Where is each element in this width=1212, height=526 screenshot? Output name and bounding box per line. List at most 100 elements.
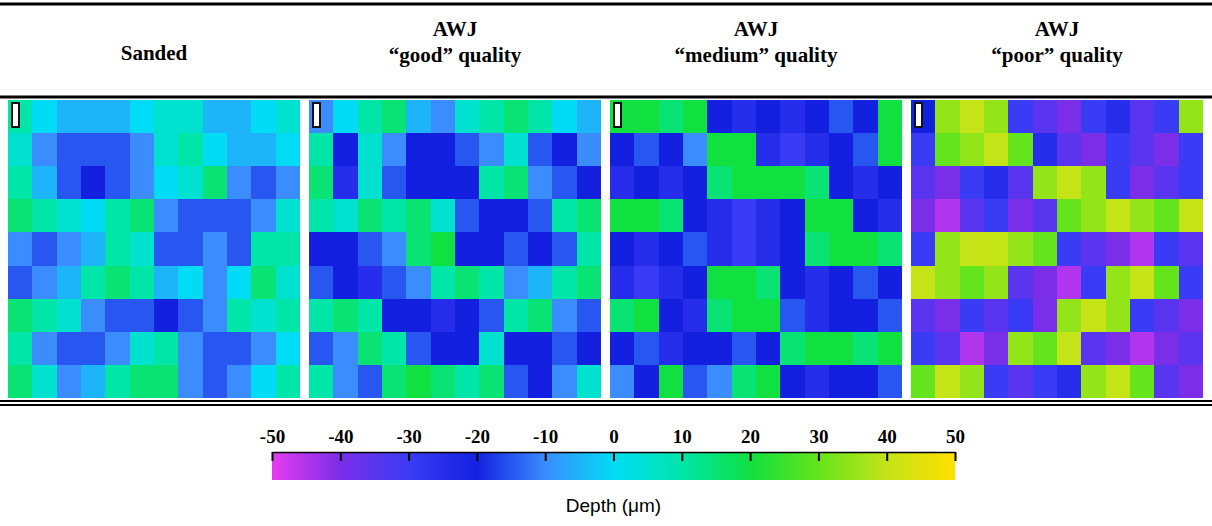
tick: 10 <box>673 426 692 461</box>
heatmap-cell <box>984 365 1009 398</box>
heatmap-cell <box>1154 133 1179 167</box>
heatmap-cell <box>610 266 635 300</box>
heatmap-cell <box>1106 232 1131 266</box>
heatmap-cell <box>154 166 179 200</box>
heatmap-cell <box>1179 133 1203 167</box>
heatmap-cell <box>659 166 684 200</box>
heatmap-cell <box>333 332 358 366</box>
heatmap-cell <box>8 266 33 300</box>
heatmap-cell <box>960 299 985 333</box>
heatmap-cell <box>528 166 553 200</box>
heatmap-cell <box>878 266 902 300</box>
heatmap-cell <box>1057 166 1082 200</box>
heatmap-cell <box>333 100 358 134</box>
heatmap-cell <box>1130 365 1155 398</box>
heatmap-cell <box>81 266 106 300</box>
colorbar-title: Depth (μm) <box>566 495 661 516</box>
heatmap-cell <box>227 199 252 233</box>
heatmap-cell <box>805 100 830 134</box>
heatmap-cell <box>431 332 456 366</box>
heatmap-cell <box>1106 133 1131 167</box>
heatmap-cell <box>984 199 1009 233</box>
heatmap-cell <box>853 299 878 333</box>
heatmap-cell <box>333 199 358 233</box>
heatmap-cell <box>406 299 431 333</box>
heatmap-cell <box>707 166 732 200</box>
heatmap-cell <box>911 232 936 266</box>
heatmap-cell <box>154 365 179 398</box>
heatmap-cell <box>1008 100 1033 134</box>
heatmap-cell <box>732 100 757 134</box>
heatmap-cell <box>984 299 1009 333</box>
heatmap-cell <box>8 299 33 333</box>
heatmap-cell <box>610 100 635 134</box>
tick-label: 20 <box>741 426 760 447</box>
heatmap-cell <box>756 232 781 266</box>
heatmap-cell <box>707 133 732 167</box>
heatmap-cell <box>634 266 659 300</box>
tick-label: -30 <box>396 426 421 447</box>
heatmap-cell <box>1106 332 1131 366</box>
heatmap-cell <box>853 365 878 398</box>
heatmap-cell <box>81 100 106 134</box>
heatmap-cell <box>1057 332 1082 366</box>
heatmap-cell <box>805 232 830 266</box>
heatmap-cell <box>984 266 1009 300</box>
heatmap-cell <box>251 299 276 333</box>
heatmap-cell <box>878 232 902 266</box>
heatmap-cell <box>431 133 456 167</box>
heatmap-cell <box>431 100 456 134</box>
heatmap-cell <box>479 133 504 167</box>
heatmap-cell <box>333 133 358 167</box>
heatmap-cell <box>1033 266 1058 300</box>
heatmap-cell <box>276 166 300 200</box>
heatmap-cell <box>358 199 383 233</box>
heatmap-cell <box>683 232 708 266</box>
heatmap-cell <box>276 332 300 366</box>
heatmap-cell <box>1154 299 1179 333</box>
heatmap-cell <box>780 332 805 366</box>
heatmap-cell <box>276 232 300 266</box>
heatmap-cell <box>1008 166 1033 200</box>
heatmap-cell <box>8 365 33 398</box>
heatmap-cell <box>1057 199 1082 233</box>
heatmap-cell <box>1179 266 1203 300</box>
heatmap-cell <box>227 232 252 266</box>
heatmap-cell <box>960 232 985 266</box>
tick: 20 <box>741 426 760 461</box>
heatmap-cell <box>552 133 577 167</box>
heatmap-cell <box>552 299 577 333</box>
heatmap-cell <box>8 232 33 266</box>
heatmap-cell <box>251 266 276 300</box>
heatmap-cell <box>707 199 732 233</box>
heatmap-cell <box>455 266 480 300</box>
tick: 0 <box>609 426 619 461</box>
heatmap-panel <box>8 100 300 398</box>
tick-label: -50 <box>260 426 285 447</box>
heatmap-cell <box>276 199 300 233</box>
heatmap-cell <box>1057 365 1082 398</box>
heatmap-cell <box>455 332 480 366</box>
heatmap-cell <box>105 166 130 200</box>
rule <box>0 400 1212 402</box>
heatmap-cell <box>81 299 106 333</box>
tick-mark <box>818 452 820 461</box>
heatmap-cell <box>756 100 781 134</box>
heatmap-cell <box>1081 100 1106 134</box>
heatmap-cell <box>276 299 300 333</box>
heatmap-cell <box>683 332 708 366</box>
heatmap-panel <box>911 100 1203 398</box>
heatmap-cell <box>552 365 577 398</box>
scale-bar <box>314 104 319 126</box>
panel-title: AWJ“good” quality <box>389 17 522 67</box>
heatmap-cell <box>251 166 276 200</box>
heatmap-cell <box>227 299 252 333</box>
heatmap-cell <box>1033 100 1058 134</box>
scale-bar <box>613 102 622 128</box>
heatmap-cell <box>203 100 228 134</box>
heatmap-cell <box>577 299 601 333</box>
tick-label: 30 <box>809 426 828 447</box>
heatmap-cell <box>1130 166 1155 200</box>
heatmap-cell <box>960 266 985 300</box>
heatmap-cell <box>358 299 383 333</box>
